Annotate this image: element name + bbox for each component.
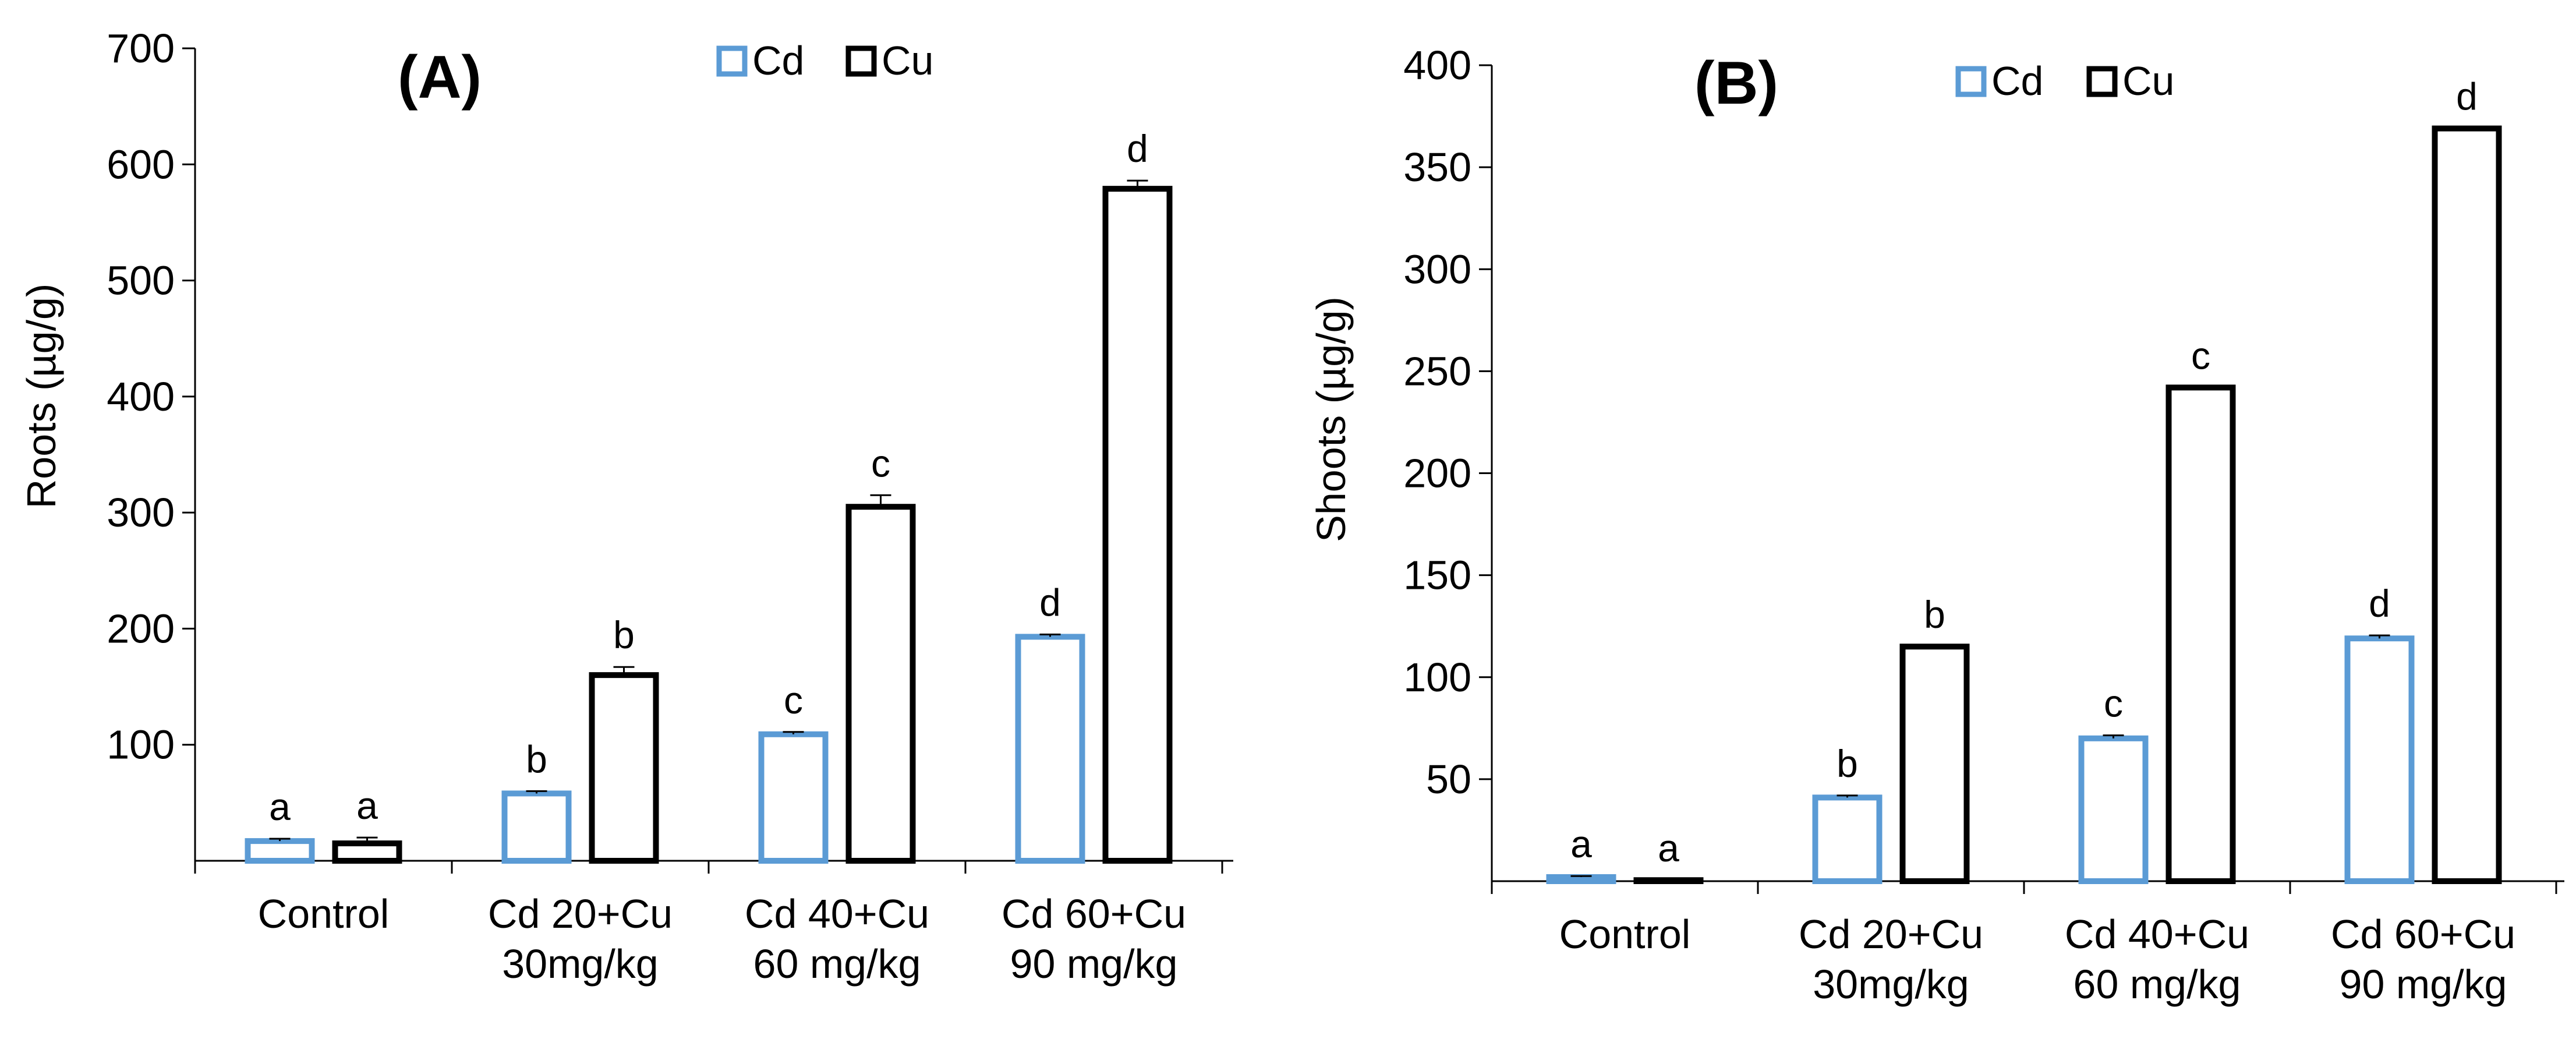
legend-cu-swatch xyxy=(845,45,877,77)
bar-cu xyxy=(2432,125,2502,884)
y-tick-label: 100 xyxy=(107,722,175,768)
legend-cu-label: Cu xyxy=(882,38,933,83)
bar-cu xyxy=(332,840,402,864)
y-tick-label: 200 xyxy=(1403,451,1471,496)
y-tick-label: 50 xyxy=(1426,757,1471,802)
legend-cd-swatch xyxy=(1955,66,1987,97)
significance-letter-cu: c xyxy=(2191,334,2210,377)
y-tick-label: 150 xyxy=(1403,553,1471,598)
bar-cd xyxy=(2078,735,2149,884)
x-category-label: Control xyxy=(1559,911,1691,957)
y-tick-label: 100 xyxy=(1403,655,1471,700)
bar-cu xyxy=(2165,384,2236,884)
significance-letter-cu: a xyxy=(1658,826,1679,870)
panel-a-title: (A) xyxy=(398,44,482,111)
significance-letter-cu: b xyxy=(1924,593,1945,636)
y-tick-label: 200 xyxy=(107,606,175,651)
significance-letter-cd: b xyxy=(526,737,547,780)
bar-cd xyxy=(2344,635,2415,884)
y-tick-label: 700 xyxy=(107,26,175,71)
x-category-label: 30mg/kg xyxy=(502,941,658,987)
y-tick-label: 250 xyxy=(1403,348,1471,394)
bar-cd xyxy=(501,790,572,864)
y-tick-label: 600 xyxy=(107,142,175,187)
panel-b-title: (B) xyxy=(1694,50,1778,117)
bar-cd xyxy=(1812,794,1883,884)
panel-a-y-axis-title: Roots (µg/g) xyxy=(19,284,64,509)
panel-a: (A) Cd Cu Roots (µg/g) 100 200 300 400 500 60… xyxy=(19,26,1233,987)
bar-cd xyxy=(758,731,829,864)
y-tick-label: 500 xyxy=(107,258,175,303)
y-tick-label: 400 xyxy=(107,374,175,419)
significance-letter-cu: c xyxy=(871,441,890,485)
x-category-label: 60 mg/kg xyxy=(2073,962,2241,1007)
x-category-label: 90 mg/kg xyxy=(2340,962,2507,1007)
bar-cd xyxy=(1015,634,1085,864)
significance-letter-cu: b xyxy=(613,613,635,656)
significance-letter-cd: b xyxy=(1837,742,1858,785)
bar-cu xyxy=(589,672,659,864)
x-category-label: Control xyxy=(258,891,390,936)
bar-cd xyxy=(245,838,315,864)
significance-letter-cd: d xyxy=(2369,582,2390,625)
y-tick-label: 350 xyxy=(1403,144,1471,190)
panel-b-legend: Cd Cu xyxy=(1955,58,2174,104)
significance-letter-cd: a xyxy=(269,785,291,828)
bar-cu xyxy=(1102,186,1173,864)
significance-letter-cu: a xyxy=(356,784,378,827)
bar-cd xyxy=(1546,874,1616,884)
significance-letter-cd: a xyxy=(1570,822,1592,865)
bar-cu xyxy=(1899,644,1970,885)
x-category-label: 60 mg/kg xyxy=(753,941,921,987)
x-category-label: Cd 60+Cu xyxy=(2331,911,2515,957)
panel-b-y-axis-title: Shoots (µg/g) xyxy=(1308,296,1354,542)
bar-cu xyxy=(1633,877,1704,885)
legend-cu-label: Cu xyxy=(2122,58,2174,104)
x-category-label: Cd 60+Cu xyxy=(1002,891,1186,936)
bar-cu xyxy=(845,504,916,864)
x-category-label: Cd 20+Cu xyxy=(1799,911,1983,957)
significance-letter-cu: d xyxy=(1127,127,1148,170)
legend-cu-swatch xyxy=(2086,66,2118,97)
x-category-label: 90 mg/kg xyxy=(1010,941,1178,987)
significance-letter-cd: d xyxy=(1039,581,1061,624)
panel-b: (B) Cd Cu Shoots (µg/g) 50 100 150 200 250 30… xyxy=(1308,43,2564,1007)
x-category-label: Cd 40+Cu xyxy=(745,891,929,936)
legend-cd-label: Cd xyxy=(1991,58,2043,104)
significance-letter-cd: c xyxy=(2104,682,2123,725)
x-category-label: Cd 20+Cu xyxy=(488,891,673,936)
legend-cd-label: Cd xyxy=(752,38,804,83)
legend-cd-swatch xyxy=(716,45,748,77)
significance-letter-cu: d xyxy=(2456,75,2478,118)
y-tick-label: 300 xyxy=(107,490,175,535)
y-tick-label: 400 xyxy=(1403,43,1471,88)
significance-letter-cd: c xyxy=(784,678,803,722)
x-category-label: Cd 40+Cu xyxy=(2065,911,2249,957)
panel-a-legend: Cd Cu xyxy=(716,38,933,83)
y-tick-label: 300 xyxy=(1403,246,1471,292)
x-category-label: 30mg/kg xyxy=(1813,962,1969,1007)
